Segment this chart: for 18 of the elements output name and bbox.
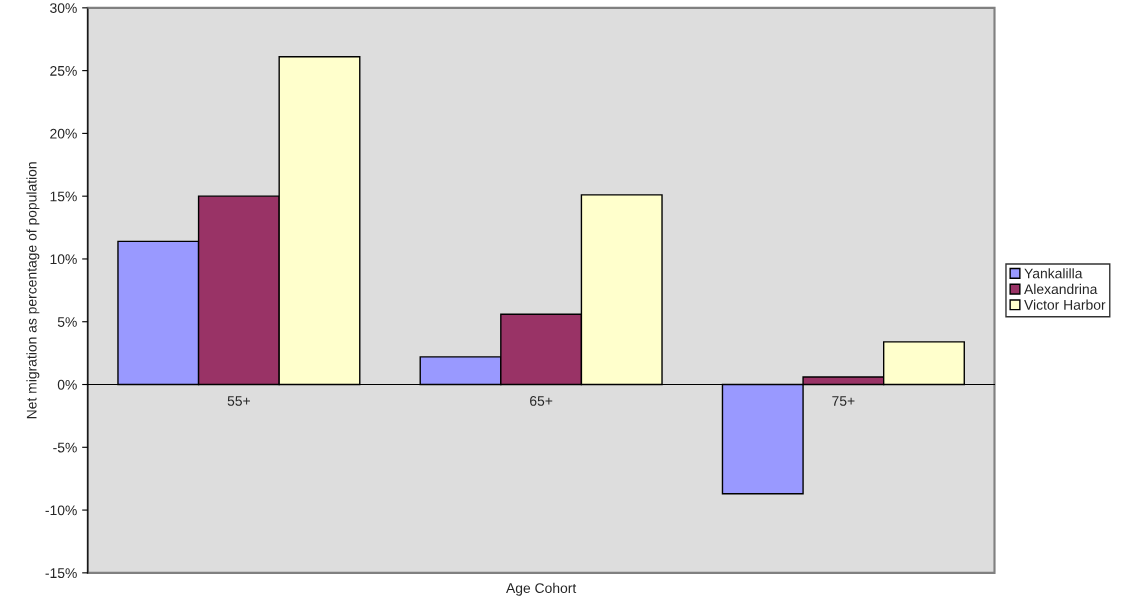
y-axis-title: Net migration as percentage of population bbox=[26, 162, 40, 419]
legend-label: Yankalilla bbox=[1024, 268, 1083, 279]
y-tick-label: 0% bbox=[57, 379, 77, 390]
x-tick-label: 55+ bbox=[227, 396, 250, 406]
y-tick-label: 25% bbox=[50, 65, 77, 76]
y-tick-label: 20% bbox=[50, 128, 77, 139]
y-tick-label: -10% bbox=[45, 505, 77, 516]
x-tick-label: 75+ bbox=[832, 396, 855, 406]
x-tick-label: 65+ bbox=[530, 395, 553, 406]
x-axis-title: Age Cohort bbox=[506, 582, 577, 596]
legend-label: Victor Harbor bbox=[1024, 299, 1106, 310]
y-tick-label: 30% bbox=[50, 3, 77, 14]
y-tick-label: 10% bbox=[50, 254, 77, 265]
legend-label: Alexandrina bbox=[1024, 283, 1098, 295]
y-tick-label: 15% bbox=[50, 191, 77, 202]
y-tick-label: -5% bbox=[53, 442, 77, 453]
y-tick-label: -15% bbox=[45, 568, 77, 579]
y-tick-label: 5% bbox=[57, 317, 77, 327]
